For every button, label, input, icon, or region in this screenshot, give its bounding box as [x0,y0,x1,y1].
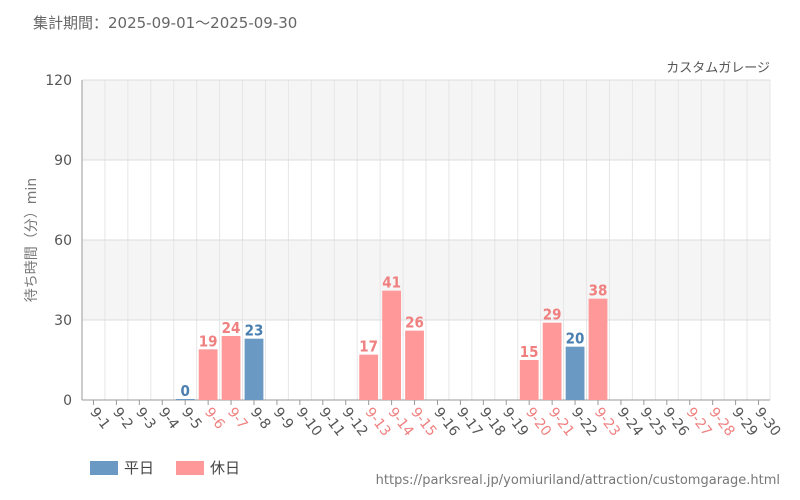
bar-holiday [382,290,402,400]
legend-label-holiday: 休日 [210,459,241,477]
chart-title: カスタムガレージ [666,61,770,76]
period-label: 集計期間：2025-09-01～2025-09-30 [33,14,298,32]
y-tick-label: 90 [54,153,72,169]
bar-value-label: 24 [222,319,241,337]
bar-weekday [175,399,195,400]
bar-weekday [244,338,264,400]
legend-item-weekday[interactable]: 平日 [90,457,154,478]
x-tick-label: 9-30 [751,405,783,440]
legend-item-holiday[interactable]: 休日 [176,457,240,478]
bar-value-label: 26 [405,314,424,332]
x-tick-label: 9-6 [201,405,228,433]
bar-value-label: 41 [382,274,401,292]
x-tick-label: 9-5 [178,405,205,433]
bar-value-label: 0 [181,382,190,400]
legend: 平日 休日 [90,457,240,478]
bar-holiday [542,322,562,400]
bar-holiday [588,298,608,400]
legend-swatch-weekday [90,460,118,475]
legend-label-weekday: 平日 [124,459,155,477]
x-tick-label: 9-1 [86,405,113,433]
x-tick-label: 9-3 [132,405,159,433]
y-axis-label: 待ち時間（分）min [24,178,40,302]
bar-holiday [198,349,218,400]
bar-value-label: 19 [199,332,218,350]
bar-weekday [565,346,585,400]
bar-holiday [221,336,241,400]
bar-value-label: 23 [245,322,264,340]
x-tick-label: 9-7 [224,405,251,433]
y-tick-label: 60 [54,233,72,249]
x-tick-label: 9-9 [270,405,297,433]
source-url[interactable]: https://parksreal.jp/yomiuriland/attract… [375,473,780,488]
y-tick-label: 120 [45,73,72,89]
y-tick-label: 30 [54,313,72,329]
bar-holiday [519,360,539,400]
bar-value-label: 15 [520,343,539,361]
bar-chart: 0 30 60 90 120 待ち時間（分）min カスタムガレージ 9-19-29-39-4… [24,61,784,440]
bar-value-label: 38 [589,282,608,300]
bar-value-label: 17 [359,338,378,356]
x-tick-label: 9-4 [155,405,182,433]
y-tick-label: 0 [63,393,72,409]
bar-value-label: 20 [566,330,585,348]
bar-holiday [359,354,379,400]
bar-holiday [405,330,424,400]
x-tick-label: 9-2 [109,405,136,433]
bar-value-label: 29 [543,306,562,324]
legend-swatch-holiday [176,460,205,475]
x-tick-label: 9-8 [247,405,274,433]
